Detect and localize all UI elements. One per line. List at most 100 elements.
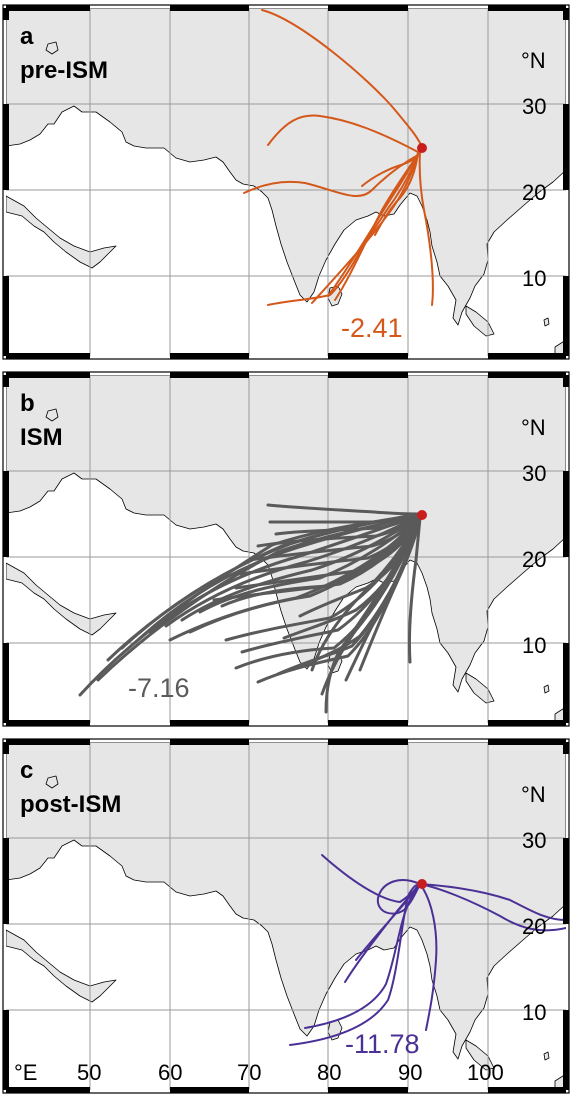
frame-segment — [563, 104, 569, 190]
trajectory-line — [419, 883, 438, 1031]
frame-segment — [6, 739, 90, 745]
lat-unit-label: °N — [521, 415, 546, 440]
mean-value-label: -11.78 — [345, 1029, 420, 1059]
trajectory-line — [298, 516, 422, 618]
land-mass — [6, 742, 566, 1090]
trajectory-line — [374, 151, 419, 236]
map-frame — [2, 4, 570, 360]
trajectory-line — [212, 515, 422, 602]
frame-segment — [3, 471, 9, 557]
lon-tick-60: 60 — [158, 1060, 182, 1085]
trajectory-line — [419, 883, 566, 932]
lat-lon-grid — [6, 375, 566, 723]
frame-segment — [563, 8, 569, 20]
frame-segment — [328, 353, 408, 359]
trajectory-line — [289, 883, 421, 1046]
frame-segment — [3, 643, 9, 723]
land-outline — [465, 305, 495, 337]
frame-segment — [563, 276, 569, 356]
frame-segment — [488, 1087, 566, 1093]
frame-segment — [328, 739, 408, 745]
frame-segment — [488, 739, 566, 745]
trajectory-line — [355, 883, 421, 961]
lat-tick-30: 30 — [522, 94, 546, 119]
trajectory-line — [224, 516, 422, 642]
land-outline — [543, 317, 550, 327]
frame-segment — [488, 353, 566, 359]
frame-segment — [3, 1010, 9, 1090]
frame-segment — [3, 104, 9, 190]
land-outline — [6, 195, 117, 269]
frame-segment — [3, 8, 9, 20]
trajectory-line — [274, 514, 422, 536]
trajectory-line — [334, 151, 421, 301]
land-outline — [45, 408, 59, 422]
lat-unit-label: °N — [521, 48, 546, 73]
frame-segment — [170, 353, 249, 359]
trajectory-line — [357, 149, 421, 256]
trajectory-tracks — [78, 503, 422, 714]
trajectory-tracks — [243, 9, 434, 306]
trajectory-line — [376, 879, 421, 915]
lon-unit-label: °E — [14, 1060, 37, 1085]
trajectory-line — [266, 503, 422, 516]
frame-segment — [563, 643, 569, 723]
trajectory-line — [327, 149, 421, 297]
frame-segment — [170, 1087, 249, 1093]
source-marker — [417, 143, 427, 153]
lat-unit-label: °N — [521, 782, 546, 807]
frame-segment — [6, 720, 90, 726]
lat-tick-30: 30 — [522, 461, 546, 486]
panel-letter: b — [20, 390, 35, 417]
frame-segment — [170, 372, 249, 378]
frame-segment — [488, 5, 566, 11]
frame-segment — [170, 5, 249, 11]
lat-tick-10: 10 — [522, 266, 546, 291]
frame-segment — [3, 742, 9, 754]
lat-tick-20: 20 — [522, 914, 546, 939]
frame-segment — [3, 838, 9, 924]
frame-segment — [488, 720, 566, 726]
lon-tick-100: 100 — [467, 1060, 504, 1085]
frame-segment — [563, 838, 569, 924]
lat-tick-30: 30 — [522, 828, 546, 853]
source-marker — [417, 879, 427, 889]
panel-post-ism: c post-ISM °N 30 20 10 -11.78 °E 50 60 7… — [2, 738, 570, 1094]
trajectory-line — [261, 9, 423, 149]
trajectory-tracks — [289, 854, 566, 1046]
frame-segment — [563, 471, 569, 557]
panel-letter: a — [20, 23, 34, 50]
frame-segment — [328, 372, 408, 378]
frame-segment — [563, 375, 569, 387]
lon-tick-80: 80 — [317, 1060, 341, 1085]
lon-tick-90: 90 — [398, 1060, 422, 1085]
trajectory-line — [407, 516, 422, 664]
trajectory-line — [358, 516, 422, 672]
map-frame — [2, 371, 570, 727]
land-outline — [45, 41, 59, 55]
trajectory-line — [256, 514, 422, 548]
trajectory-line — [419, 883, 566, 921]
trajectory-line — [268, 513, 422, 524]
trajectory-line — [136, 513, 422, 642]
panel-letter: c — [20, 757, 33, 784]
frame-segment — [3, 276, 9, 356]
land-outline — [465, 1039, 495, 1071]
frame-segment — [3, 375, 9, 387]
trajectory-line — [361, 149, 421, 187]
land-outline — [6, 929, 117, 1003]
land-outline — [543, 684, 550, 694]
frame-segment — [170, 720, 249, 726]
map-frame — [2, 738, 570, 1094]
frame-segment — [328, 720, 408, 726]
trajectory-line — [168, 515, 422, 642]
land-outline — [6, 562, 117, 636]
panel-ism: b ISM °N 30 20 10 -7.16 — [2, 371, 570, 727]
trajectory-line — [248, 514, 422, 562]
panel-pre-ism: a pre-ISM °N 30 20 10 -2.41 — [2, 4, 570, 360]
panel-season: post-ISM — [20, 791, 121, 818]
lat-tick-20: 20 — [522, 180, 546, 205]
frame-segment — [328, 5, 408, 11]
trajectory-line — [243, 154, 419, 197]
